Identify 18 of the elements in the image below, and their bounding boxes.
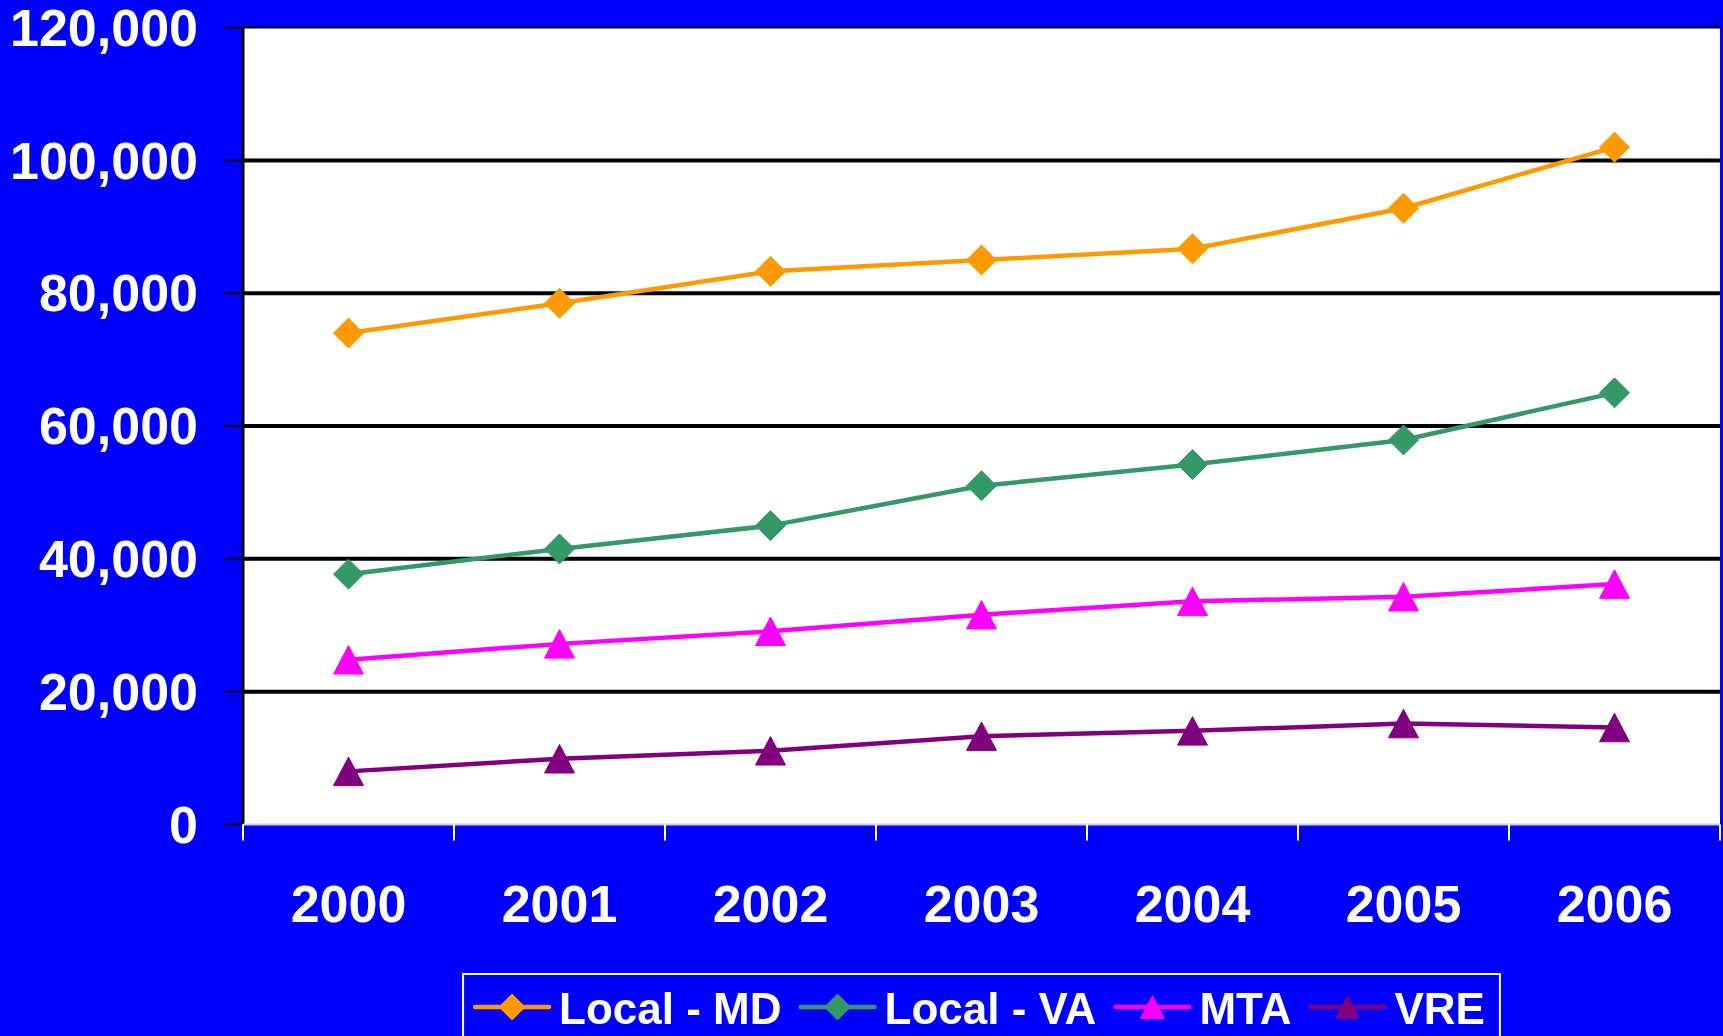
- legend-label: Local - VA: [884, 984, 1097, 1033]
- legend-label: Local - MD: [559, 984, 782, 1033]
- legend-label: MTA: [1199, 984, 1292, 1033]
- y-tick-label: 100,000: [10, 131, 198, 190]
- x-tick-label: 2003: [923, 875, 1040, 933]
- y-tick-label: 40,000: [38, 530, 198, 589]
- y-tick-label: 120,000: [10, 0, 198, 57]
- legend-label: VRE: [1394, 984, 1485, 1033]
- x-tick-label: 2004: [1134, 875, 1251, 933]
- x-tick-label: 2002: [712, 875, 829, 933]
- y-tick-label: 0: [169, 795, 198, 854]
- y-tick-label: 80,000: [38, 264, 198, 323]
- y-tick-label: 20,000: [38, 662, 198, 721]
- x-tick-label: 2001: [501, 875, 618, 933]
- x-tick-label: 2005: [1345, 875, 1462, 933]
- x-tick-label: 2000: [290, 875, 407, 933]
- x-tick-label: 2006: [1556, 875, 1673, 933]
- y-tick-label: 60,000: [38, 397, 198, 456]
